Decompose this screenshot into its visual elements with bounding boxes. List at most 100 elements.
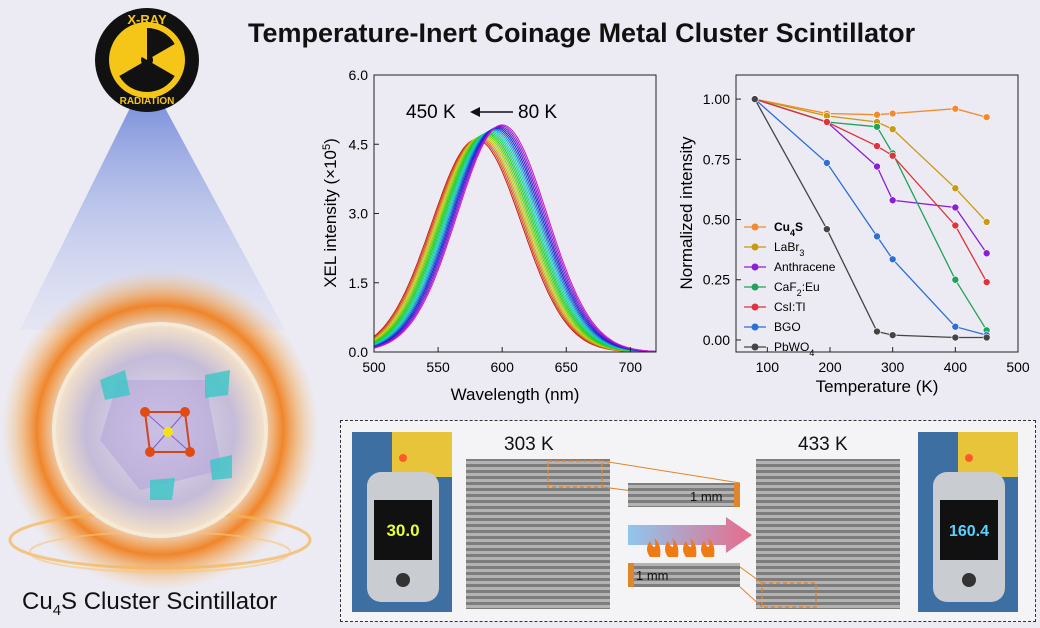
y-tick-label: 1.00 [703, 91, 730, 107]
y-tick-label: 0.75 [703, 151, 730, 167]
xel-curve [373, 129, 657, 353]
x-tick-label: 400 [944, 359, 968, 375]
y-tick-label: 0.0 [349, 344, 369, 360]
x-tick-label: 100 [756, 359, 780, 375]
xel-curve [373, 136, 656, 353]
series-point [823, 225, 831, 233]
heating-arrow [628, 517, 752, 553]
scale-bar-bottom: 1 mm [636, 568, 669, 583]
xel-curve [373, 124, 657, 352]
x-tick-label: 700 [619, 359, 643, 375]
x-tick-label: 200 [818, 359, 842, 375]
xray-image-303k [466, 459, 610, 609]
y-tick-label: 0.25 [703, 272, 730, 288]
legend-label: CsI:Tl [774, 300, 805, 314]
series-point [888, 109, 897, 118]
scale-bar-top: 1 mm [690, 489, 723, 504]
xel-curve [373, 125, 657, 352]
series-point [951, 333, 960, 342]
legend-marker [751, 243, 759, 251]
x-axis-label: Wavelength (nm) [451, 385, 580, 404]
series-point [951, 203, 960, 212]
series-point [951, 104, 960, 113]
legend-marker [751, 323, 759, 331]
y-tick-label: 4.5 [349, 136, 369, 152]
series-point [888, 196, 897, 205]
series-point [873, 232, 881, 241]
y-tick-label: 3.0 [349, 206, 369, 222]
annotation-80k: 80 K [518, 102, 557, 123]
y-tick-label: 0.50 [703, 212, 730, 228]
figure-title: Temperature-Inert Coinage Metal Cluster … [248, 18, 916, 48]
legend-marker [751, 303, 759, 311]
series-point [982, 113, 991, 121]
y-tick-label: 0.00 [703, 332, 730, 348]
xel-spectra-chart: 500 550 600 650 700 0.0 1.5 3.0 4.5 6.0 Wavelengt… [321, 67, 657, 404]
plot-frame [735, 74, 1019, 353]
series-point [951, 322, 960, 331]
series-point [951, 221, 960, 230]
legend-label: LaBr3 [774, 240, 804, 258]
x-tick-label: 500 [362, 359, 386, 375]
x-axis-label: Temperature (K) [816, 377, 939, 396]
x-tick-label: 650 [555, 359, 579, 375]
zoom-strip-303k [628, 483, 740, 507]
x-tick-label: 600 [491, 359, 515, 375]
y-tick-label: 1.5 [349, 275, 369, 291]
series-line [754, 98, 988, 283]
series-point [823, 118, 831, 126]
annotation-450k: 450 K [406, 102, 456, 123]
y-tick-label: 6.0 [349, 67, 369, 83]
thermo-right-reading: 160.4 [949, 523, 989, 540]
xel-curve [373, 128, 657, 353]
series-line [754, 98, 987, 336]
imaging-detail: 1 mm 1 mm [466, 459, 900, 609]
legend-label: CaF2:Eu [774, 280, 820, 298]
normalized-intensity-chart: 100 200 300 400 500 0.00 0.25 0.50 0.75 1.00 Cu4S… [677, 74, 1030, 396]
legend-label: BGO [774, 320, 801, 334]
badge-bottom-text: RADIATION [120, 96, 175, 107]
xel-curves [373, 124, 657, 353]
series-point [873, 122, 881, 131]
series-point [888, 255, 897, 264]
series-point [823, 159, 831, 167]
series-point [951, 275, 960, 284]
xel-curve [373, 127, 657, 353]
series-line [754, 98, 988, 331]
xray-image-433k [756, 459, 900, 609]
y-axis-label: XEL intensity (×105) [321, 138, 340, 288]
series-point [751, 95, 759, 103]
xel-curve [373, 131, 657, 353]
series-point [982, 278, 991, 286]
x-tick-label: 550 [426, 359, 450, 375]
zoom-strip-433k [628, 563, 740, 587]
series-point [873, 162, 881, 171]
series-point [888, 151, 897, 160]
series-point [873, 327, 881, 336]
series-point [873, 142, 881, 150]
legend-marker [751, 283, 759, 291]
xray-radiation-badge [95, 8, 199, 112]
series-point [982, 249, 991, 258]
x-tick-label: 500 [1006, 359, 1030, 375]
scintillator-illustration: X-RAY RADIATION [2, 8, 318, 590]
series-point [982, 218, 991, 226]
y-axis-label: Normalized intensity [677, 136, 696, 290]
legend-label: PbWO4 [774, 340, 814, 358]
legend-label: Cu4S [774, 220, 803, 238]
series-point [888, 331, 897, 339]
legend-label: Anthracene [774, 260, 836, 274]
thermometer-left-photo: 30.0 [352, 432, 452, 612]
flame-icons [647, 538, 715, 557]
legend-marker [751, 223, 759, 231]
xel-curve [373, 128, 657, 353]
label-303k: 303 K [504, 434, 554, 455]
label-433k: 433 K [798, 434, 848, 455]
x-tick-label: 300 [881, 359, 905, 375]
xray-beam [20, 108, 285, 330]
cluster-structure [100, 370, 232, 500]
series-point [888, 125, 897, 133]
series-point [982, 333, 991, 342]
badge-top-text: X-RAY [127, 12, 167, 27]
series-point [873, 110, 881, 119]
